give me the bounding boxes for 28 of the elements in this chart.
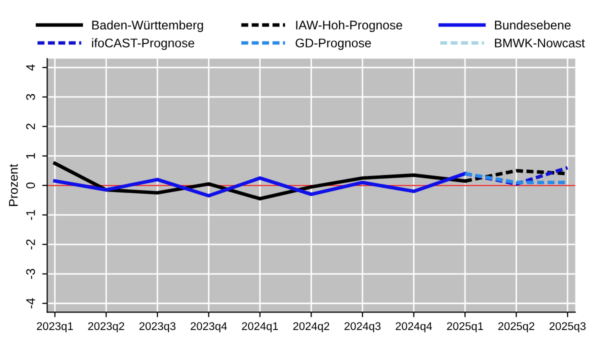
- legend-label: Bundesebene: [494, 20, 571, 30]
- legend-label: GD-Prognose: [296, 38, 371, 50]
- legend-label: BMWK-Nowcast: [494, 38, 585, 48]
- y-tick-label: -3: [26, 268, 36, 279]
- y-tick-label: 4: [26, 64, 35, 71]
- x-tick-label: 2024q3: [344, 322, 381, 332]
- x-tick-label: 2023q2: [88, 322, 124, 332]
- y-tick-label: 3: [26, 94, 36, 100]
- y-tick-label: 1: [26, 153, 35, 158]
- y-tick-label: 0: [26, 182, 36, 188]
- y-tick-label: -2: [26, 239, 35, 250]
- legend-label: IAW-Hoh-Prognose: [296, 20, 402, 32]
- x-tick-label: 2024q2: [293, 322, 330, 332]
- x-tick-label: 2025q3: [550, 322, 586, 332]
- x-tick-label: 2023q1: [36, 322, 73, 332]
- x-tick-label: 2025q1: [447, 322, 484, 332]
- line-series: [53, 172, 467, 198]
- y-tick-label: -4: [26, 298, 35, 308]
- x-tick-label: 2024q1: [242, 322, 278, 332]
- y-axis-title: Prozent: [9, 164, 18, 206]
- y-tick-label: 2: [26, 124, 35, 130]
- x-tick-label: 2025q2: [498, 322, 534, 332]
- x-tick-label: 2023q3: [139, 322, 176, 332]
- legend-label: ifoCAST-Prognose: [92, 38, 194, 50]
- y-tick-label: -1: [26, 210, 35, 220]
- x-tick-label: 2023q4: [190, 322, 227, 332]
- x-tick-label: 2024q4: [396, 322, 432, 332]
- legend-label: Baden-Württemberg: [92, 20, 203, 32]
